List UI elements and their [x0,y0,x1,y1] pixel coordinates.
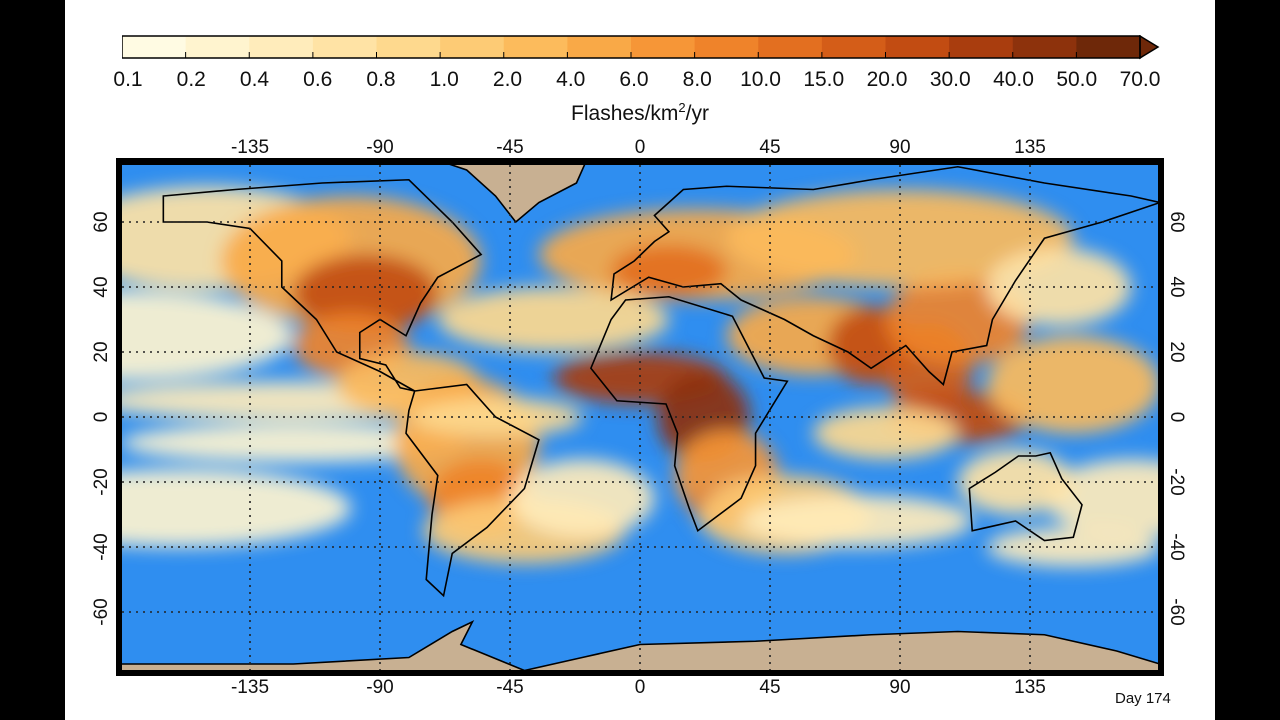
axis-tick-label: 90 [889,137,911,158]
colorbar-tick-label: 40.0 [993,68,1034,91]
colorbar-tick-label: 0.1 [113,68,143,91]
axis-tick-label: -90 [366,677,394,698]
south-america-outline [405,383,540,598]
colorbar-segment [694,36,759,58]
axis-tick-label: 60 [1166,211,1187,233]
colorbar-segment [312,36,377,58]
axis-tick-label: -20 [91,468,112,496]
colorbar-segment [440,36,505,58]
axis-tick-label: 60 [91,211,112,233]
lightning-density-region [741,495,973,547]
antarctica [122,620,1158,670]
colorbar-tick-label: 20.0 [866,68,908,91]
africa-outline [589,295,789,533]
colorbar-tick-label: 2.0 [492,68,523,91]
colorbar-segment [631,36,696,58]
lightning-density-region [437,287,669,352]
lightning-density-field [122,186,1158,567]
lightning-density-region [986,248,1132,326]
colorbar-tick-label: 0.2 [176,68,206,91]
axis-tick-label: 40 [1166,276,1187,298]
lightning-density-region [726,189,1074,287]
axis-tick-label: 45 [759,137,781,158]
colorbar-title: Flashes/km2/yr [571,100,709,125]
axis-tick-label: 20 [91,341,112,363]
axis-tick-label: 0 [634,137,646,158]
colorbar-segment [567,36,632,58]
lightning-density-region [509,459,655,538]
colorbar-segment [1076,36,1141,58]
axis-tick-label: 20 [1166,341,1187,363]
axis-tick-label: 40 [91,276,112,298]
axis-tick-label: 135 [1014,677,1046,698]
axis-tick-label: -40 [91,533,112,561]
colorbar-tick-label: 15.0 [803,68,845,91]
axis-tick-label: 0 [91,411,112,423]
colorbar-tick-label: 0.8 [366,68,396,91]
lightning-density-region [293,254,438,333]
lightning-density-region [1044,459,1158,538]
colorbar-segment [949,36,1014,58]
colorbar-tick-label: 30.0 [929,68,971,91]
colorbar-segment [249,36,314,58]
axis-tick-label: -90 [366,137,394,158]
axis-tick-label: 0 [634,677,646,698]
axis-tick-label: -20 [1166,468,1187,496]
axis-tick-label: -135 [230,677,270,698]
axis-tick-label: -60 [91,598,112,626]
graticule [122,165,1158,670]
colorbar-segment [122,36,187,58]
lightning-density-region [957,449,1074,515]
colorbar-segment [821,36,886,58]
eurasia-outline [610,165,1158,386]
colorbar-tick-label: 1.0 [429,68,459,91]
colorbar-segment [185,36,250,58]
colorbar-tick-label: 70.0 [1119,68,1161,91]
colorbar-tick-label: 10.0 [740,68,781,91]
colorbar-tick-label: 4.0 [556,68,586,91]
australia-outline [968,451,1083,542]
axis-tick-label: -135 [230,137,270,158]
axis-tick-label: 90 [889,677,911,698]
colorbar-segment [1012,36,1077,58]
colorbar-tick-label: 8.0 [682,68,712,91]
colorbar-tick-label: 50.0 [1056,68,1098,91]
colorbar [122,35,1160,60]
axis-tick-label: -45 [496,137,524,158]
colorbar-tick-label: 0.4 [239,68,270,91]
colorbar-segment [885,36,950,58]
north-america-outline [162,178,483,392]
colorbar-segment [758,36,823,58]
lightning-density-region [986,335,1158,434]
colorbar-segment [376,36,441,58]
colorbar-tick-label: 6.0 [619,68,649,91]
axis-tick-label: 45 [759,677,781,698]
axis-tick-label: -60 [1166,598,1187,626]
axis-tick-label: -40 [1166,533,1187,561]
axis-tick-label: 135 [1014,137,1046,158]
lightning-density-region [122,469,352,547]
axis-tick-label: -45 [496,677,524,698]
colorbar-segment [503,36,568,58]
day-label: Day 174 [1115,690,1171,707]
lightning-density-region [813,407,958,460]
axis-tick-label: 0 [1166,411,1187,423]
colorbar-tick-label: 0.6 [303,68,333,91]
